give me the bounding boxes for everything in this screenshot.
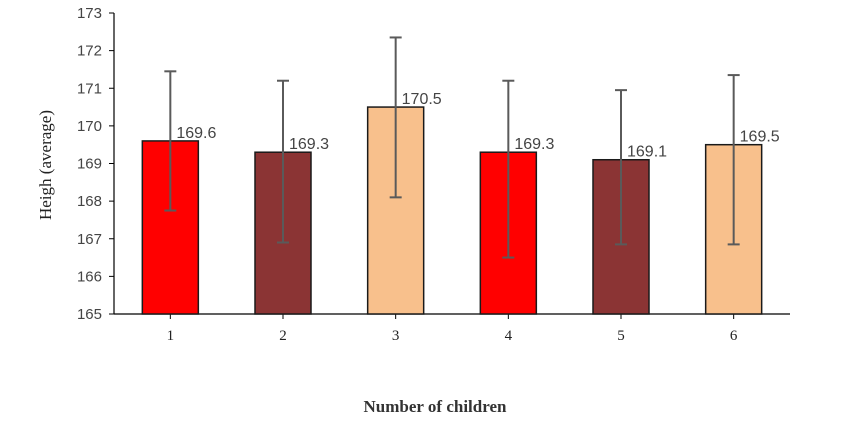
error-bar [277, 79, 289, 244]
data-label: 169.1 [627, 144, 667, 161]
y-tick-label: 169 [77, 156, 102, 173]
x-axis-title: Number of children [364, 397, 507, 416]
x-tick-label: 4 [505, 328, 513, 344]
x-tick-label: 2 [279, 328, 287, 344]
y-tick-label: 167 [77, 231, 102, 248]
error-bar [727, 74, 740, 246]
y-tick-label: 168 [77, 193, 102, 210]
x-tick-label: 5 [617, 328, 625, 344]
y-tick-label: 166 [77, 268, 102, 285]
data-label: 170.5 [402, 91, 442, 108]
y-tick-label: 172 [77, 43, 102, 60]
y-tick-label: 173 [77, 5, 102, 22]
data-label: 169.5 [740, 129, 780, 146]
error-bar [164, 70, 177, 212]
error-bar [502, 79, 515, 259]
x-tick-label: 1 [167, 328, 175, 344]
data-label: 169.3 [289, 136, 329, 153]
x-tick-label: 6 [730, 328, 738, 344]
data-label: 169.3 [514, 136, 554, 153]
y-axis-title: Heigh (average) [36, 110, 55, 220]
x-tick-label: 3 [392, 328, 400, 344]
y-tick-label: 170 [77, 118, 102, 135]
y-tick-label: 171 [77, 80, 102, 97]
error-bar [615, 89, 627, 246]
y-tick-label: 165 [77, 306, 102, 323]
data-label: 169.6 [176, 125, 216, 142]
error-bar [389, 36, 402, 199]
